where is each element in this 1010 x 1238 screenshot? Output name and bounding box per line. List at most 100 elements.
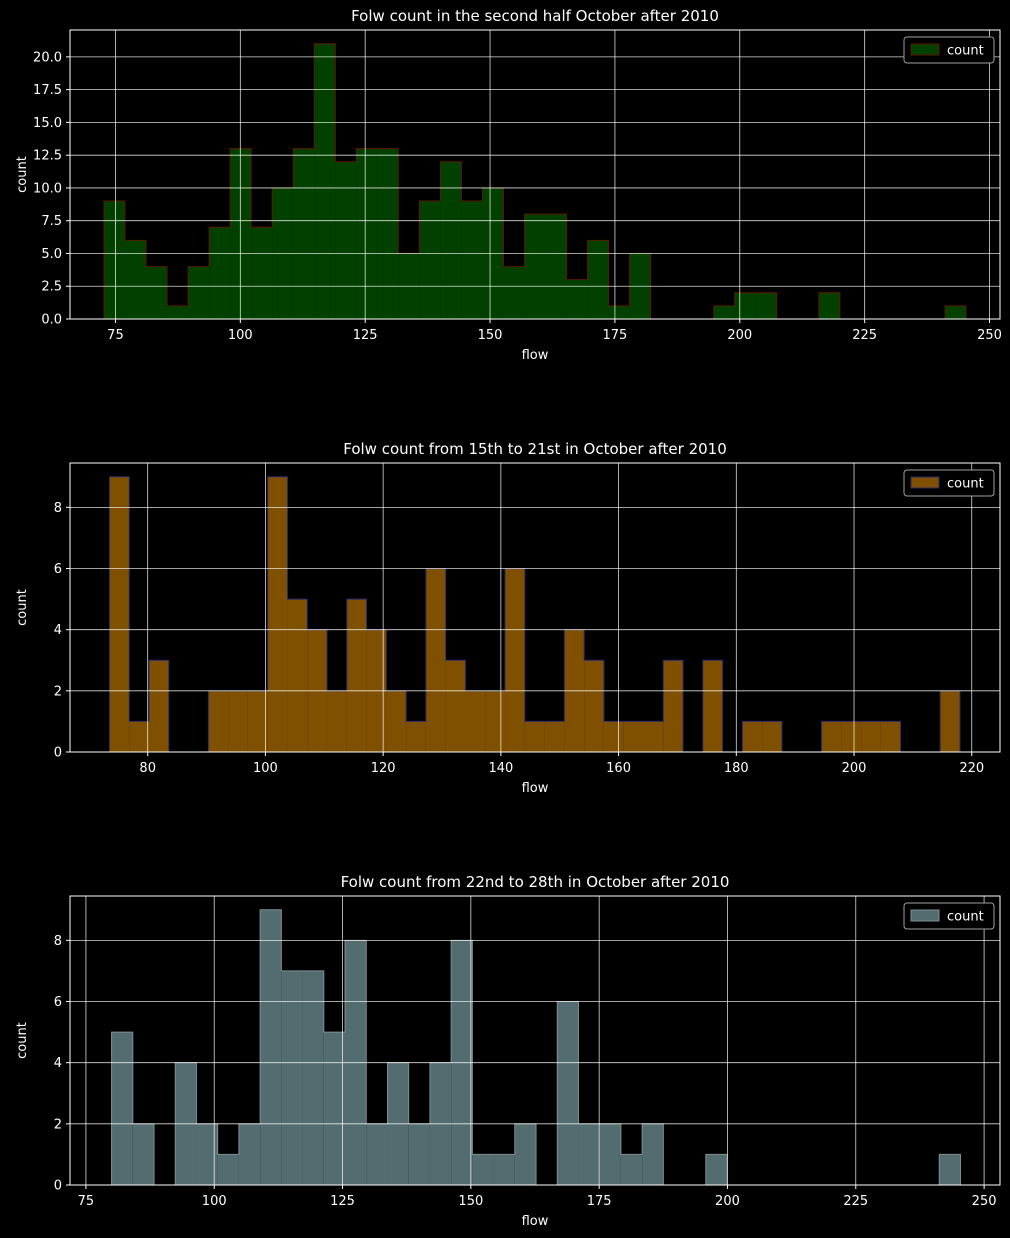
histogram-bar [260, 909, 282, 1185]
y-tick-label: 15.0 [33, 116, 62, 131]
y-tick-label: 4 [54, 623, 62, 638]
histogram-bar [503, 266, 525, 319]
y-tick-label: 17.5 [33, 83, 62, 98]
histogram-bar [544, 721, 565, 752]
x-tick-label: 225 [852, 328, 877, 343]
histogram-bar [861, 721, 881, 752]
x-axis-label: flow [522, 781, 549, 796]
histogram-bar [377, 148, 399, 319]
y-tick-label: 10.0 [33, 181, 62, 196]
legend: count [903, 902, 995, 930]
histogram-bar [251, 227, 273, 319]
histogram-bar [505, 568, 525, 752]
grid-lines [70, 896, 1000, 1186]
histogram-bar [578, 1123, 600, 1185]
y-tick-label: 2 [54, 1117, 62, 1132]
x-tick-label: 75 [107, 328, 124, 343]
x-tick-label: 100 [253, 761, 278, 776]
histogram-bar [493, 1154, 515, 1185]
x-axis-label: flow [522, 1214, 549, 1229]
x-tick-label: 250 [977, 328, 1002, 343]
y-tick-label: 8 [54, 501, 62, 516]
x-tick-label: 225 [843, 1194, 868, 1209]
x-tick-label: 250 [972, 1194, 997, 1209]
histogram-bar [148, 660, 169, 752]
histogram-bar [603, 721, 624, 752]
x-axis-label: flow [522, 348, 549, 363]
x-tick-label: 100 [202, 1194, 227, 1209]
histogram-bar [623, 721, 644, 752]
histogram-bar [335, 161, 357, 319]
histogram-bar [109, 476, 130, 752]
histogram-bar [386, 690, 407, 752]
histogram-bar [880, 721, 901, 752]
x-tick-label: 120 [371, 761, 396, 776]
histogram-bar [287, 599, 308, 752]
histogram-bar [208, 690, 229, 752]
histogram-bar [167, 305, 189, 319]
histogram-bar [566, 279, 588, 319]
chart-title: Folw count in the second half October af… [351, 7, 719, 25]
histogram-bar [461, 201, 483, 319]
histogram-bar [366, 1123, 388, 1185]
histogram-bar [705, 1154, 728, 1185]
histogram-bar [217, 1154, 239, 1185]
histogram-bar [323, 1032, 346, 1185]
x-tick-label: 200 [715, 1194, 740, 1209]
legend: count [903, 469, 995, 497]
histogram-bar [734, 292, 756, 319]
chart-title: Folw count from 15th to 21st in October … [343, 440, 727, 458]
histogram-bar [346, 599, 367, 752]
legend-swatch [910, 476, 940, 489]
histogram-bar [755, 292, 777, 319]
x-tick-label: 200 [727, 328, 752, 343]
histogram-bar [841, 721, 862, 752]
histogram-bar [425, 568, 446, 752]
axes-frame [69, 462, 1001, 753]
histogram-bar [302, 970, 324, 1185]
histogram-bar [293, 148, 315, 319]
x-tick-label: 150 [458, 1194, 483, 1209]
x-tick-label: 220 [959, 761, 984, 776]
histogram-bar [643, 721, 664, 752]
histogram-bar [713, 305, 735, 319]
chart-panel-3: 75 100 125 150 175 200 225 250 0 2 4 6 8 Folw count f… [15, 873, 1001, 1229]
y-tick-label: 6 [54, 995, 62, 1010]
legend-swatch [910, 43, 940, 56]
histogram-bar [228, 690, 248, 752]
x-tick-label: 140 [488, 761, 513, 776]
histogram-bar [485, 690, 506, 752]
legend-label: count [947, 44, 984, 59]
x-tick-label: 200 [842, 761, 867, 776]
histogram-bar [524, 214, 546, 319]
histogram-bar [440, 161, 462, 319]
histogram-bar [545, 214, 567, 319]
chart-panel-1: 75 100 125 150 175 200 225 250 0.0 2.5 5.0 7.5 10.0 1… [15, 7, 1002, 363]
histogram-bar [472, 1154, 494, 1185]
histogram-bar [196, 1123, 218, 1185]
y-tick-label: 7.5 [41, 214, 62, 229]
histogram-bars [103, 43, 967, 320]
y-tick-label: 0 [54, 746, 62, 761]
histogram-bar [642, 1123, 664, 1185]
histogram-bar [247, 690, 268, 752]
x-tick-label: 175 [587, 1194, 612, 1209]
histogram-bar [124, 240, 147, 319]
histogram-bar [281, 970, 303, 1185]
histogram-bar [821, 721, 842, 752]
y-axis-label: count [15, 156, 30, 193]
legend: count [903, 36, 995, 64]
histogram-bar [445, 660, 466, 752]
histogram-bar [514, 1123, 537, 1185]
histogram-bar [584, 660, 604, 752]
x-tick-label: 150 [478, 328, 503, 343]
histogram-bar [620, 1154, 643, 1185]
histogram-outline [111, 909, 961, 1186]
histogram-bar [524, 721, 545, 752]
histogram-bar [408, 1123, 430, 1185]
histogram-bar [356, 148, 378, 319]
histogram-bar [406, 721, 426, 752]
histogram-bar [762, 721, 782, 752]
chart-title: Folw count from 22nd to 28th in October … [341, 873, 730, 891]
